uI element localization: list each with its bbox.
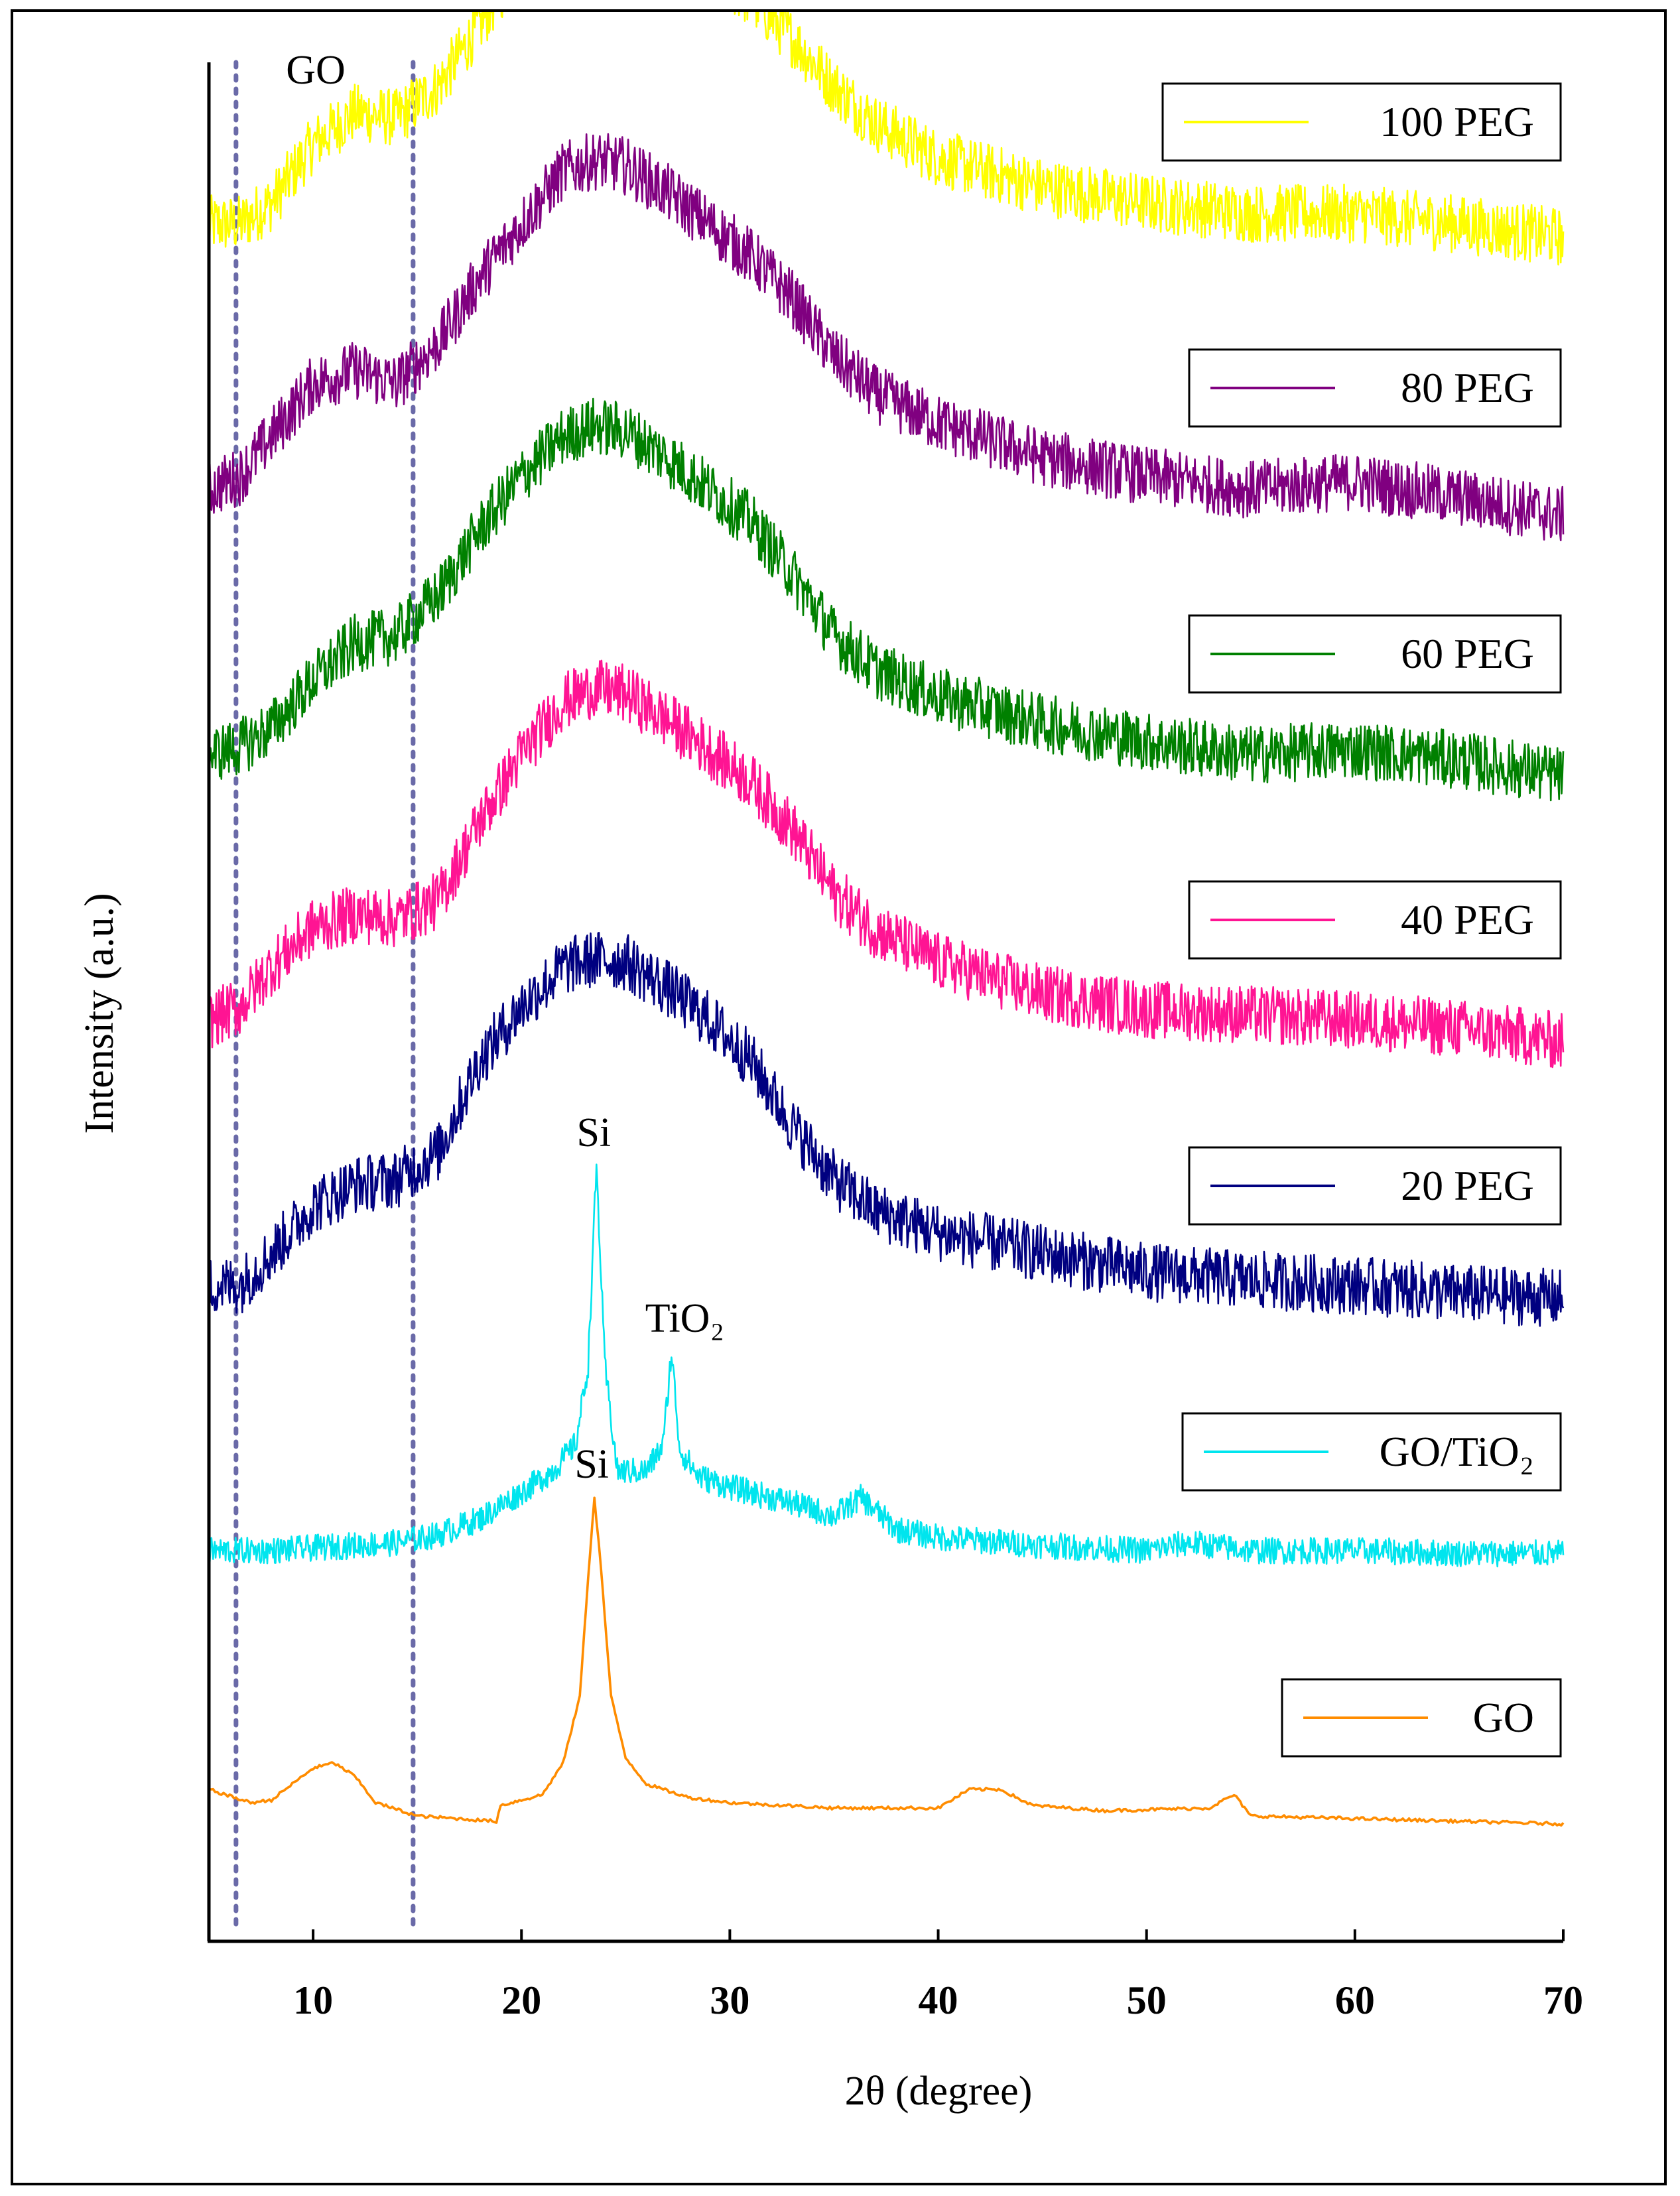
legend-item-3: 60 PEG	[1188, 614, 1562, 694]
legend-label: 20 PEG	[1401, 1162, 1534, 1209]
legend-item-4: 40 PEG	[1188, 880, 1562, 960]
legends: 100 PEG 80 PEG 60 PEG 40 PEG 20 PEG GO/TiO₂ GO	[1161, 82, 1562, 1758]
annotations: Si TiO₂ Si	[574, 1110, 724, 1487]
reference-lines	[233, 60, 416, 1931]
x-axis-label: 2θ (degree)	[845, 2069, 1033, 2114]
traces	[208, 12, 1565, 1827]
legend-label: GO/TiO₂	[1380, 1428, 1534, 1475]
axes	[207, 62, 1563, 1943]
x-tick-label-3: 30	[710, 1978, 749, 2022]
x-tick-label-2: 20	[501, 1978, 541, 2022]
series-line-2	[208, 133, 1565, 542]
x-tick-label-1: 10	[293, 1978, 333, 2022]
reference-label: GO	[286, 48, 346, 93]
xrd-chart: 10 20 30 40 50 60 70 100 PEG 80 PEG 60 PEG 40 PEG…	[77, 12, 1583, 2114]
legend-item-6: GO/TiO₂	[1181, 1412, 1562, 1492]
x-ticks: 10 20 30 40 50 60 70	[293, 1929, 1583, 2022]
x-tick-label-6: 60	[1335, 1978, 1375, 2022]
legend-item-5: 20 PEG	[1188, 1146, 1562, 1226]
series-line-6	[208, 1163, 1565, 1568]
legend-item-7: GO	[1281, 1678, 1562, 1758]
series-line-4	[208, 659, 1565, 1068]
series-line-3	[208, 397, 1565, 802]
legend-label: 40 PEG	[1401, 896, 1534, 943]
annotation-2: TiO₂	[645, 1296, 724, 1341]
legend-label: 100 PEG	[1380, 98, 1534, 145]
series-line-1	[208, 12, 1565, 266]
legend-item-1: 100 PEG	[1161, 82, 1562, 162]
legend-box	[1161, 82, 1562, 162]
figure-frame: 10 20 30 40 50 60 70 100 PEG 80 PEG 60 PEG 40 PEG…	[11, 9, 1667, 2185]
legend-label: GO	[1473, 1694, 1534, 1741]
y-axis-label: Intensity (a.u.)	[77, 893, 122, 1133]
annotation-1: Si	[576, 1110, 611, 1155]
legend-item-2: 80 PEG	[1188, 348, 1562, 428]
legend-label: 60 PEG	[1401, 630, 1534, 677]
series-line-7	[208, 1496, 1565, 1827]
annotation-3: Si	[574, 1442, 609, 1487]
legend-label: 80 PEG	[1401, 364, 1534, 411]
x-tick-label-4: 40	[919, 1978, 958, 2022]
series-line-5	[208, 932, 1565, 1327]
x-tick-label-5: 50	[1127, 1978, 1167, 2022]
x-tick-label-7: 70	[1543, 1978, 1583, 2022]
